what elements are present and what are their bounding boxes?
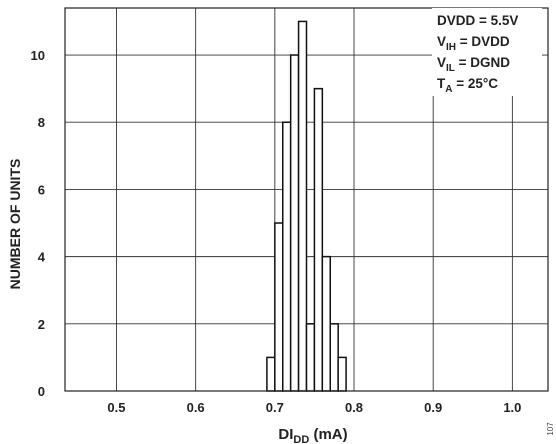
x-axis-label-main: DI [278,426,293,443]
histogram-bar [297,20,308,392]
x-axis-label-subscript: DD [293,434,309,444]
plot-frame [64,7,549,392]
x-tick-label: 0.9 [424,400,442,415]
condition-line: VIL = DGND [437,55,510,74]
y-tick-label: 8 [38,115,45,130]
x-tick-label: 1.0 [503,400,521,415]
condition-line: TA = 25°C [437,76,498,95]
x-tick-label: 0.6 [187,400,205,415]
x-tick-label: 0.7 [266,400,284,415]
x-axis-label: DIDD (mA) [278,426,347,444]
histogram-bar [274,222,284,392]
y-tick-label: 6 [38,182,45,197]
figure-number: 107 [546,422,555,436]
histogram-bars [266,20,347,392]
histogram-bar [329,323,339,392]
conditions-box-bg [432,8,542,96]
histogram-bar [266,356,276,392]
x-tick-label: 0.8 [345,400,363,415]
x-tick-label: 0.5 [107,400,125,415]
histogram-bar [281,121,292,392]
y-axis-ticks: 0 2 4 6 8 10 [31,48,46,399]
conditions-annotation: DVDD = 5.5V VIH = DVDD VIL = DGND TA = 25°C [437,13,518,95]
x-axis-label-unit: (mA) [309,426,347,443]
y-tick-label: 4 [38,250,46,265]
y-tick-label: 0 [38,384,45,399]
histogram-bar [289,54,300,392]
histogram-bar [313,87,324,392]
histogram-bar [321,255,332,392]
x-axis-ticks: 0.5 0.6 0.7 0.8 0.9 1.0 [107,400,521,415]
y-tick-label: 10 [31,48,45,63]
histogram-bar [305,323,316,392]
y-tick-label: 2 [38,317,45,332]
y-axis-label: NUMBER OF UNITS [7,159,23,290]
condition-line: VIH = DVDD [437,34,510,53]
condition-line: DVDD = 5.5V [437,13,518,28]
histogram-bar [337,356,347,392]
